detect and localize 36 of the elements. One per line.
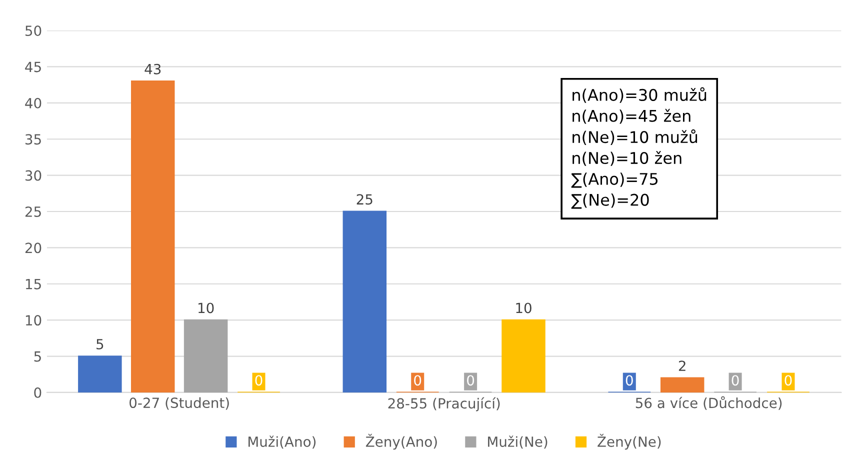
data-label: 10 [516,302,532,314]
data-label: 43 [144,64,161,74]
legend-label: Muži(Ne) [488,436,548,449]
y-tick-label: 45 [25,62,41,72]
y-tick-label: 10 [26,315,42,326]
data-label: 0 [784,375,792,386]
data-label: 0 [414,375,422,386]
data-label: 0 [626,375,633,386]
y-tick-label: 0 [34,387,42,398]
y-tick-label: 25 [25,206,41,217]
x-tick-label: 56 a více (Důchodce) [636,396,782,410]
legend-label: Ženy(Ne) [598,434,661,450]
y-tick-label: 35 [25,134,41,145]
data-label: 0 [255,375,262,386]
x-tick-label: 0-27 (Student) [130,397,229,410]
y-tick-label: 15 [26,279,41,290]
annotation: ∑(Ano)=75 [571,172,658,188]
y-tick-label: 20 [25,242,42,254]
legend-label: Muži(Ano) [248,436,316,449]
y-tick-label: 40 [25,98,42,108]
data-label: 2 [678,360,686,371]
annotation: n(Ne)=10 žen [572,151,682,166]
data-label: 10 [198,302,214,314]
y-tick-label: 30 [25,170,42,181]
annotation: n(Ano)=30 mužů [572,87,706,103]
x-tick-label: 28-55 (Pracující) [388,397,500,412]
data-label: 25 [356,194,372,205]
data-label: 0 [732,375,739,386]
data-label: 0 [467,375,474,386]
annotation: n(Ano)=45 žen [572,108,690,124]
data-label: 5 [96,339,104,350]
legend-label: Ženy(Ano) [366,434,437,450]
y-tick-label: 50 [26,26,42,36]
y-tick-label: 5 [34,351,41,362]
annotation: n(Ne)=10 mužů [572,129,698,146]
annotation: ∑(Ne)=20 [571,194,649,209]
